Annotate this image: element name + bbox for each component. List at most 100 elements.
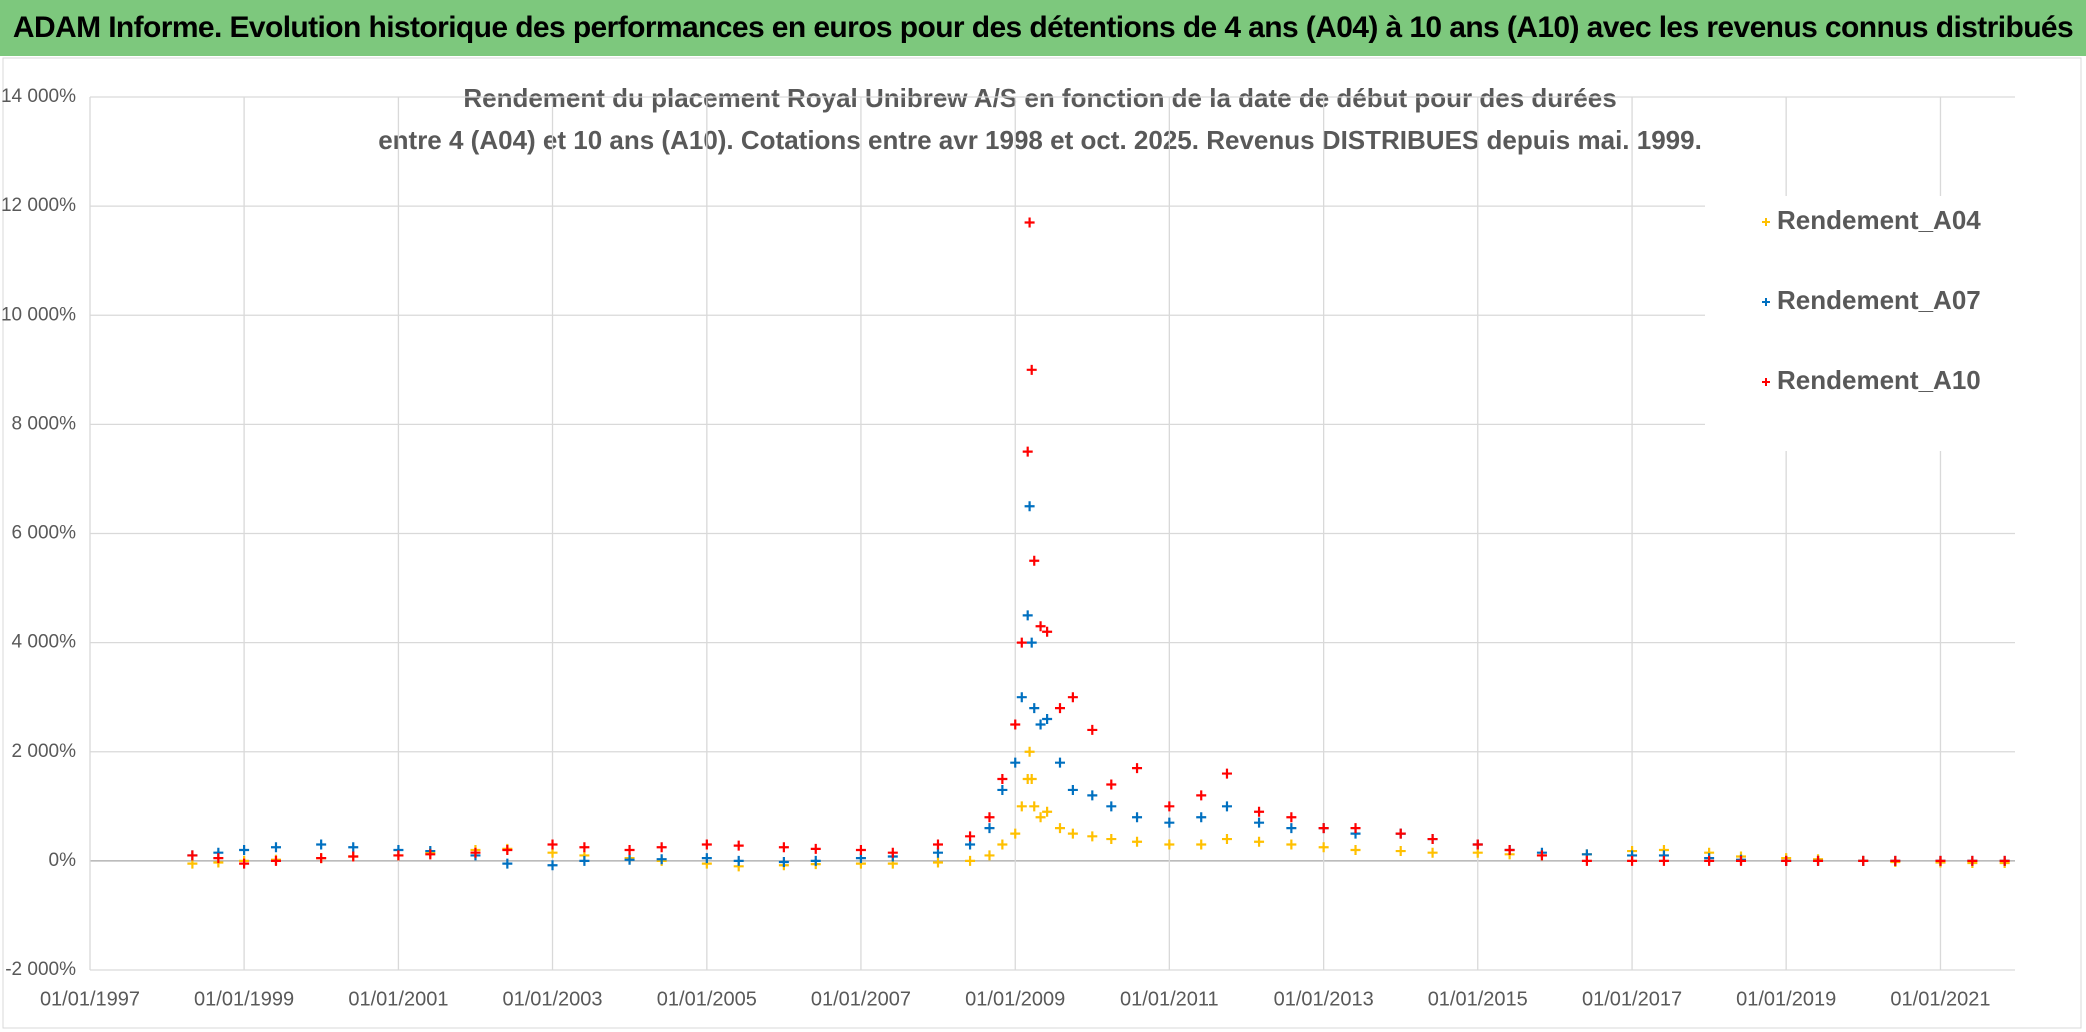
data-point [1196,839,1207,850]
data-point [1067,828,1078,839]
legend-marker [1762,218,1770,226]
data-point [1132,836,1143,847]
data-point [1627,855,1638,866]
y-tick-label: 2 000% [12,741,77,762]
x-tick-label: 01/01/1997 [40,988,140,1010]
data-point [1318,823,1329,834]
data-point [1106,779,1117,790]
data-point [1858,855,1869,866]
data-point [1024,746,1035,757]
data-point [1286,812,1297,823]
data-point [1472,839,1483,850]
data-point [1010,757,1021,768]
data-point [1254,806,1265,817]
data-point [984,823,995,834]
data-point [1221,768,1232,779]
data-point [1026,774,1037,785]
data-point [1813,855,1824,866]
data-point [1427,847,1438,858]
data-point [1035,719,1046,730]
data-point [1350,844,1361,855]
data-point [1967,855,1978,866]
data-point [1704,855,1715,866]
data-point [1035,812,1046,823]
data-point [778,856,789,867]
data-point [855,844,866,855]
data-point [270,855,281,866]
data-point [965,831,976,842]
x-tick-label: 01/01/2021 [1890,988,1990,1010]
data-point [1087,831,1098,842]
y-tick-label: 14 000% [1,86,76,107]
data-point [932,839,943,850]
y-tick-label: 10 000% [1,304,76,325]
y-tick-label: 0% [49,850,77,871]
data-point [1029,555,1040,566]
data-point [1010,828,1021,839]
legend-marker [1762,298,1770,306]
data-point [1024,217,1035,228]
data-point [348,851,359,862]
data-point [1106,801,1117,812]
legend-label: Rendement_A04 [1777,205,1981,235]
data-point [1132,812,1143,823]
data-point [1042,626,1053,637]
data-point [997,774,1008,785]
data-point [1054,823,1065,834]
data-point [1016,692,1027,703]
data-point [1026,637,1037,648]
page-title: ADAM Informe. Evolution historique des p… [0,0,2086,56]
legend-label: Rendement_A07 [1777,285,1981,315]
x-tick-label: 01/01/2011 [1120,988,1219,1010]
x-tick-label: 01/01/2005 [657,988,757,1010]
data-point [997,839,1008,850]
data-point [1022,446,1033,457]
data-point [502,858,513,869]
data-point [1581,855,1592,866]
data-point [1164,839,1175,850]
chart-title: Rendement du placement Royal Unibrew A/S… [463,83,1616,113]
chart: Rendement du placement Royal Unibrew A/S… [1,57,2082,1029]
data-point [1658,855,1669,866]
x-tick-label: 01/01/2013 [1274,988,1374,1010]
data-point [887,847,898,858]
x-tick-label: 01/01/1999 [194,988,294,1010]
data-point [213,853,224,864]
data-point [502,844,513,855]
x-tick-label: 01/01/2007 [811,988,911,1010]
data-point [579,855,590,866]
data-point [1254,817,1265,828]
legend-box [1705,196,2015,451]
data-point [1067,692,1078,703]
legend-marker [1762,378,1770,386]
data-point [733,855,744,866]
x-tick-label: 01/01/2009 [965,988,1065,1010]
data-point [1026,364,1037,375]
data-point [1087,724,1098,735]
data-point [348,842,359,853]
data-point [1106,834,1117,845]
y-tick-label: -2 000% [5,959,76,980]
data-point [1067,784,1078,795]
data-point [1504,844,1515,855]
data-point [1164,817,1175,828]
data-point [1935,855,1946,866]
data-point [1427,834,1438,845]
data-point [1022,610,1033,621]
data-point [1029,703,1040,714]
data-point [1318,842,1329,853]
data-point [1536,850,1547,861]
data-point [270,842,281,853]
data-point [1087,790,1098,801]
data-point [778,842,789,853]
data-point [1054,703,1065,714]
data-point [624,854,635,865]
data-point [1016,637,1027,648]
data-point [965,855,976,866]
data-point [656,854,667,865]
y-tick-label: 4 000% [12,632,77,653]
data-point [470,847,481,858]
y-tick-label: 6 000% [12,523,77,544]
data-point [1132,763,1143,774]
